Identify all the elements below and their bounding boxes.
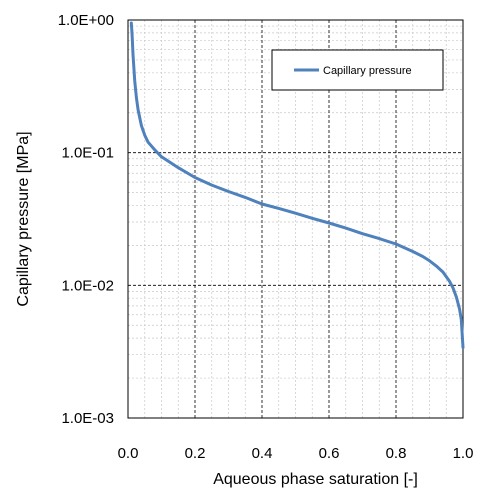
legend-label: Capillary pressure xyxy=(323,65,412,77)
x-tick-label: 0.6 xyxy=(319,445,340,462)
y-tick-label: 1.0E+00 xyxy=(58,12,114,29)
capillary-pressure-curve xyxy=(129,21,465,349)
x-axis-tick-labels: 0.0 0.2 0.4 0.6 0.8 1.0 xyxy=(118,445,474,462)
plot-area-frame xyxy=(127,19,464,419)
y-tick-label: 1.0E-01 xyxy=(61,145,114,162)
y-tick-label: 1.0E-03 xyxy=(61,410,114,427)
x-tick-label: 0.0 xyxy=(118,445,139,462)
legend: Capillary pressure xyxy=(271,49,444,91)
x-tick-label: 0.8 xyxy=(386,445,407,462)
x-tick-label: 0.4 xyxy=(252,445,273,462)
x-tick-label: 1.0 xyxy=(453,445,474,462)
y-axis-title: Capillary pressure [MPa] xyxy=(15,131,32,306)
x-tick-label: 0.2 xyxy=(185,445,206,462)
y-tick-label: 1.0E-02 xyxy=(61,277,114,294)
y-axis-tick-labels: 1.0E+00 1.0E-01 1.0E-02 1.0E-03 xyxy=(58,12,114,427)
x-axis-title: Aqueous phase saturation [-] xyxy=(213,471,418,488)
